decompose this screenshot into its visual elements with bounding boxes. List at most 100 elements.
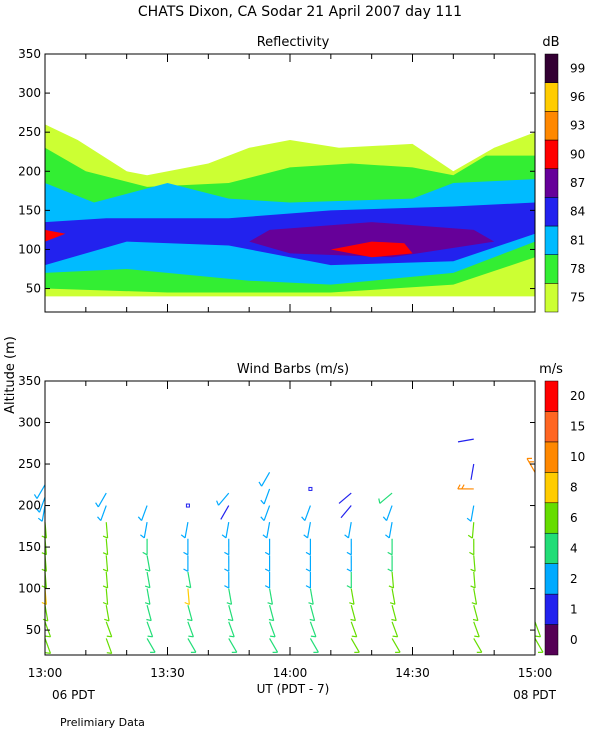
- wind-barb-feather: [346, 585, 352, 589]
- wind-barb-feather: [144, 568, 151, 572]
- wind-barb: [473, 588, 478, 605]
- wind-barb-feather: [382, 516, 388, 521]
- colorbar-swatch: [544, 411, 559, 443]
- colorbar-swatch: [544, 502, 559, 534]
- wind-barb-feather: [102, 568, 108, 572]
- colorbar-label: 10: [570, 450, 585, 464]
- wind-barb-feather: [102, 535, 108, 539]
- wind-barbs: [33, 438, 544, 654]
- wind-barb: [473, 638, 483, 653]
- wind-barb: [187, 638, 197, 653]
- wind-barb-feather: [472, 618, 479, 622]
- wind-barb-feather: [41, 585, 47, 589]
- wind-barb-feather: [185, 585, 191, 589]
- wind-barb-feather: [41, 568, 47, 572]
- wind-barb-feather: [264, 585, 270, 589]
- wind-barb: [309, 588, 314, 605]
- wind-barb: [44, 638, 52, 654]
- colorbar-swatch: [544, 139, 559, 169]
- wind-barb: [187, 588, 190, 605]
- wind-barb-feather: [392, 635, 398, 638]
- wind-barb: [146, 621, 154, 638]
- wind-barb-feather: [387, 568, 393, 572]
- wind-barb: [105, 538, 109, 555]
- wind-barb-feather: [140, 534, 145, 539]
- wind-barb-feather: [180, 534, 186, 539]
- wind-barb: [307, 522, 312, 539]
- wind-barb-feather: [142, 551, 148, 556]
- y-tick-label: 50: [26, 282, 41, 296]
- wind-barb-feather: [188, 635, 194, 638]
- colorbar-label: 75: [570, 291, 585, 305]
- wind-barb: [105, 638, 113, 654]
- wind-barb-feather: [183, 568, 189, 572]
- wind-panel-title: Wind Barbs (m/s): [237, 362, 349, 377]
- colorbar-label: 6: [570, 511, 578, 525]
- wind-barb: [146, 605, 152, 621]
- wind-barb-feather: [102, 601, 108, 606]
- wind-barb-feather: [95, 502, 99, 508]
- colorbar-swatch: [544, 111, 559, 141]
- wind-barb-feather: [301, 516, 306, 521]
- wind-barb: [473, 621, 480, 638]
- wind-barb: [269, 605, 275, 621]
- wind-barb-feather: [474, 635, 480, 638]
- wind-barb-feather: [137, 516, 143, 521]
- wind-barb-feather: [310, 635, 316, 638]
- wind-barb-feather: [268, 618, 274, 622]
- wind-barb-feather: [305, 551, 311, 556]
- colorbar-swatch: [544, 624, 559, 656]
- colorbar-swatch: [544, 472, 559, 504]
- wind-barb-feather: [33, 494, 38, 499]
- colorbar-label: 81: [570, 233, 585, 247]
- wind-barb-feather: [471, 602, 477, 605]
- colorbar-label: 15: [570, 420, 585, 434]
- wind-barb: [105, 621, 113, 638]
- wind-barb-feather: [387, 551, 393, 556]
- wind-barb: [225, 522, 230, 539]
- y-axis-label: Altitude (m): [3, 336, 18, 414]
- wind-barb: [261, 472, 271, 487]
- wind-barb-feather: [535, 635, 541, 638]
- wind-barb-feather: [267, 602, 273, 605]
- contour-region-90: [45, 229, 66, 242]
- y-tick-label: 200: [18, 164, 41, 178]
- wind-barb: [228, 621, 235, 638]
- wind-barb-feather: [45, 635, 51, 638]
- wind-barb-feather: [461, 484, 465, 490]
- wind-barb-feather: [229, 635, 235, 638]
- wind-barb-feather: [227, 618, 234, 622]
- wind-barb: [457, 438, 474, 443]
- wind-barb-feather: [264, 568, 270, 572]
- y-tick-label: 50: [26, 623, 41, 637]
- wind-barb: [263, 505, 271, 521]
- wind-barb-feather: [305, 585, 311, 589]
- y-tick-label: 250: [18, 457, 41, 471]
- wind-barb: [146, 571, 151, 588]
- colorbar-label: 93: [570, 119, 585, 133]
- wind-barb: [338, 492, 352, 504]
- wind-barb: [44, 621, 52, 638]
- colorbar-label: 0: [570, 633, 578, 647]
- x-tick-label: 15:00: [518, 666, 553, 680]
- wind-barb-feather: [258, 481, 263, 487]
- wind-barb-feather: [385, 534, 390, 539]
- x-tick-label: 13:00: [28, 666, 63, 680]
- wind-barb-feather: [45, 652, 51, 654]
- x-tick-label: 14:30: [395, 666, 430, 680]
- wind-barb: [143, 522, 148, 539]
- wind-barb: [218, 492, 230, 506]
- wind-barb: [36, 484, 46, 499]
- wind-barb-feather: [378, 498, 381, 504]
- wind-barb-feather: [470, 568, 476, 572]
- wind-barb-feather: [224, 551, 230, 556]
- colorbar-swatch: [544, 563, 559, 595]
- colorbar-label: 20: [570, 389, 585, 403]
- wind-barb: [350, 621, 358, 638]
- y-tick-label: 100: [18, 582, 41, 596]
- wind-barb: [228, 638, 238, 653]
- wind-barb-feather: [37, 517, 43, 522]
- wind-barb-feather: [457, 484, 461, 490]
- wind-barb: [473, 555, 476, 572]
